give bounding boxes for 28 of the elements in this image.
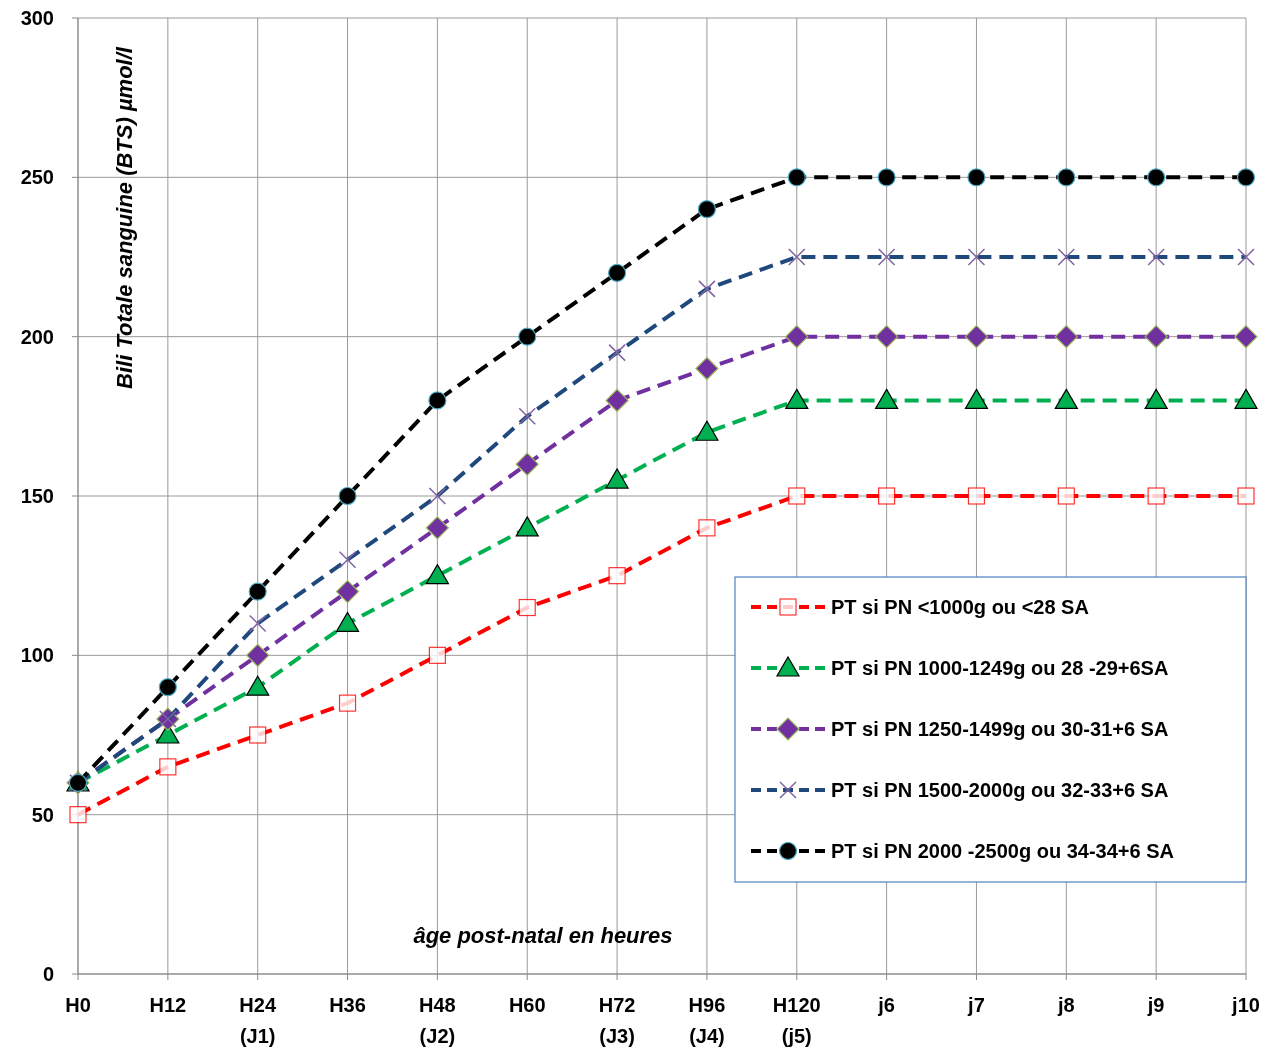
x-tick-label: H60 bbox=[508, 994, 546, 1016]
x-tick-label: j7 bbox=[967, 994, 985, 1016]
y-tick-label: 150 bbox=[20, 485, 54, 507]
legend-label: PT si PN 2000 -2500g ou 34-34+6 SA bbox=[831, 840, 1174, 862]
x-tick-label: H36 bbox=[329, 994, 366, 1016]
x-tick-label: H72 (J3) bbox=[598, 994, 636, 1047]
legend-label: PT si PN 1000-1249g ou 28 -29+6SA bbox=[831, 657, 1169, 679]
y-tick-label: 0 bbox=[42, 963, 54, 985]
x-tick-label: j9 bbox=[1146, 994, 1165, 1016]
x-tick-label: H48 (J2) bbox=[419, 994, 456, 1047]
y-tick-label: 100 bbox=[20, 644, 54, 667]
y-tick-label: 50 bbox=[31, 803, 54, 826]
y-tick-label: 300 bbox=[20, 7, 54, 29]
x-axis-title: âge post-natal en heures bbox=[413, 923, 673, 948]
x-tick-label: j8 bbox=[1056, 994, 1075, 1016]
y-tick-label: 250 bbox=[20, 166, 54, 189]
legend-label: PT si PN 1250-1499g ou 30-31+6 SA bbox=[831, 718, 1169, 740]
x-tick-label: j6 bbox=[877, 994, 895, 1016]
legend-label: PT si PN 1500-2000g ou 32-33+6 SA bbox=[831, 779, 1169, 801]
legend-label: PT si PN <1000g ou <28 SA bbox=[831, 596, 1089, 618]
x-tick-label: H120 (j5) bbox=[772, 994, 821, 1047]
y-tick-label: 200 bbox=[20, 325, 54, 348]
x-tick-label: H0 bbox=[65, 994, 91, 1016]
x-tick-label: H24 (J1) bbox=[239, 994, 277, 1047]
y-axis-title: Bili Totale sanguine (BTS) µmol/l bbox=[112, 46, 137, 389]
x-tick-label: j10 bbox=[1231, 994, 1260, 1016]
x-tick-label: H12 bbox=[149, 994, 187, 1016]
x-tick-label: H96 (J4) bbox=[688, 994, 726, 1047]
